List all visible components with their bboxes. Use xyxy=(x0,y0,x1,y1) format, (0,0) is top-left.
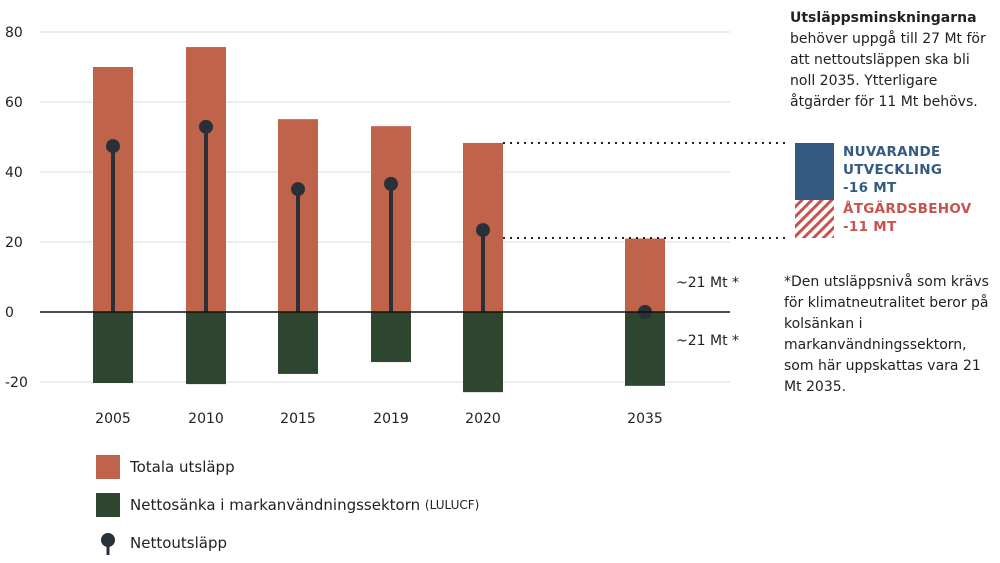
legend-label: Totala utsläpp xyxy=(130,458,235,476)
x-tick-label: 2019 xyxy=(373,411,409,427)
net-stem xyxy=(111,146,115,312)
legend-label: Nettoutsläpp xyxy=(130,534,227,552)
y-tick-label: 0 xyxy=(5,305,14,321)
legend-label: Nettosänka i markanvändningssektorn xyxy=(130,496,421,514)
net-marker xyxy=(106,139,120,154)
x-tick-label: 2015 xyxy=(280,411,316,427)
footnote: *Den utsläppsnivå som krävs för klimatne… xyxy=(784,274,989,395)
y-tick-label: 40 xyxy=(5,165,23,181)
note: Utsläppsminskningarna behöver uppgå till… xyxy=(790,8,990,113)
bar-lulucf xyxy=(625,312,665,386)
bar-lulucf xyxy=(278,312,318,374)
annotation-neg: ~21 Mt * xyxy=(676,333,739,349)
annotation-atgard: ÅTGÄRDSBEHOV -11 MT xyxy=(843,200,971,236)
nuvarande-bar xyxy=(795,143,834,200)
annotation-pos: ~21 Mt * xyxy=(676,275,739,291)
y-tick-label: 80 xyxy=(5,25,23,41)
bar-lulucf xyxy=(93,312,133,384)
y-tick-label: 60 xyxy=(5,95,23,111)
legend-swatch xyxy=(96,455,120,479)
lollipop-icon xyxy=(101,533,115,555)
legend-item-net: Nettoutsläpp xyxy=(96,531,227,555)
note-body: behöver uppgå till 27 Mt för att nettout… xyxy=(790,31,986,110)
annotation-line: -11 MT xyxy=(843,219,897,235)
bar-lulucf xyxy=(463,312,503,393)
bar-lulucf xyxy=(186,312,226,385)
bar-total xyxy=(625,238,665,312)
atgard-bar xyxy=(795,200,834,238)
net-marker xyxy=(384,176,398,191)
bar-lulucf xyxy=(371,312,411,363)
net-marker xyxy=(291,182,305,197)
annotation-line: -16 MT xyxy=(843,180,897,196)
y-tick-label: -20 xyxy=(5,375,28,391)
net-stem xyxy=(481,230,485,312)
net-stem xyxy=(204,126,208,312)
x-tick-label: 2005 xyxy=(95,411,131,427)
legend-swatch xyxy=(96,493,120,517)
legend-item-total: Totala utsläpp xyxy=(96,455,235,479)
annotation-line: UTVECKLING xyxy=(843,162,943,178)
note-title: Utsläppsminskningarna xyxy=(790,10,977,26)
net-stem xyxy=(389,183,393,312)
x-tick-label: 2035 xyxy=(627,411,663,427)
legend-label-suffix: (LULUCF) xyxy=(424,498,480,512)
net-stem xyxy=(296,189,300,312)
net-marker xyxy=(476,223,490,238)
annotation-line: ÅTGÄRDSBEHOV xyxy=(843,201,972,217)
x-tick-label: 2010 xyxy=(188,411,224,427)
net-marker xyxy=(199,119,213,134)
legend-item-lulucf: Nettosänka i markanvändningssektorn (LUL… xyxy=(96,493,479,517)
annotation-nuvarande: NUVARANDE UTVECKLING -16 MT xyxy=(843,143,942,197)
y-tick-label: 20 xyxy=(5,235,23,251)
x-tick-label: 2020 xyxy=(465,411,501,427)
annotation-line: NUVARANDE xyxy=(843,144,941,160)
